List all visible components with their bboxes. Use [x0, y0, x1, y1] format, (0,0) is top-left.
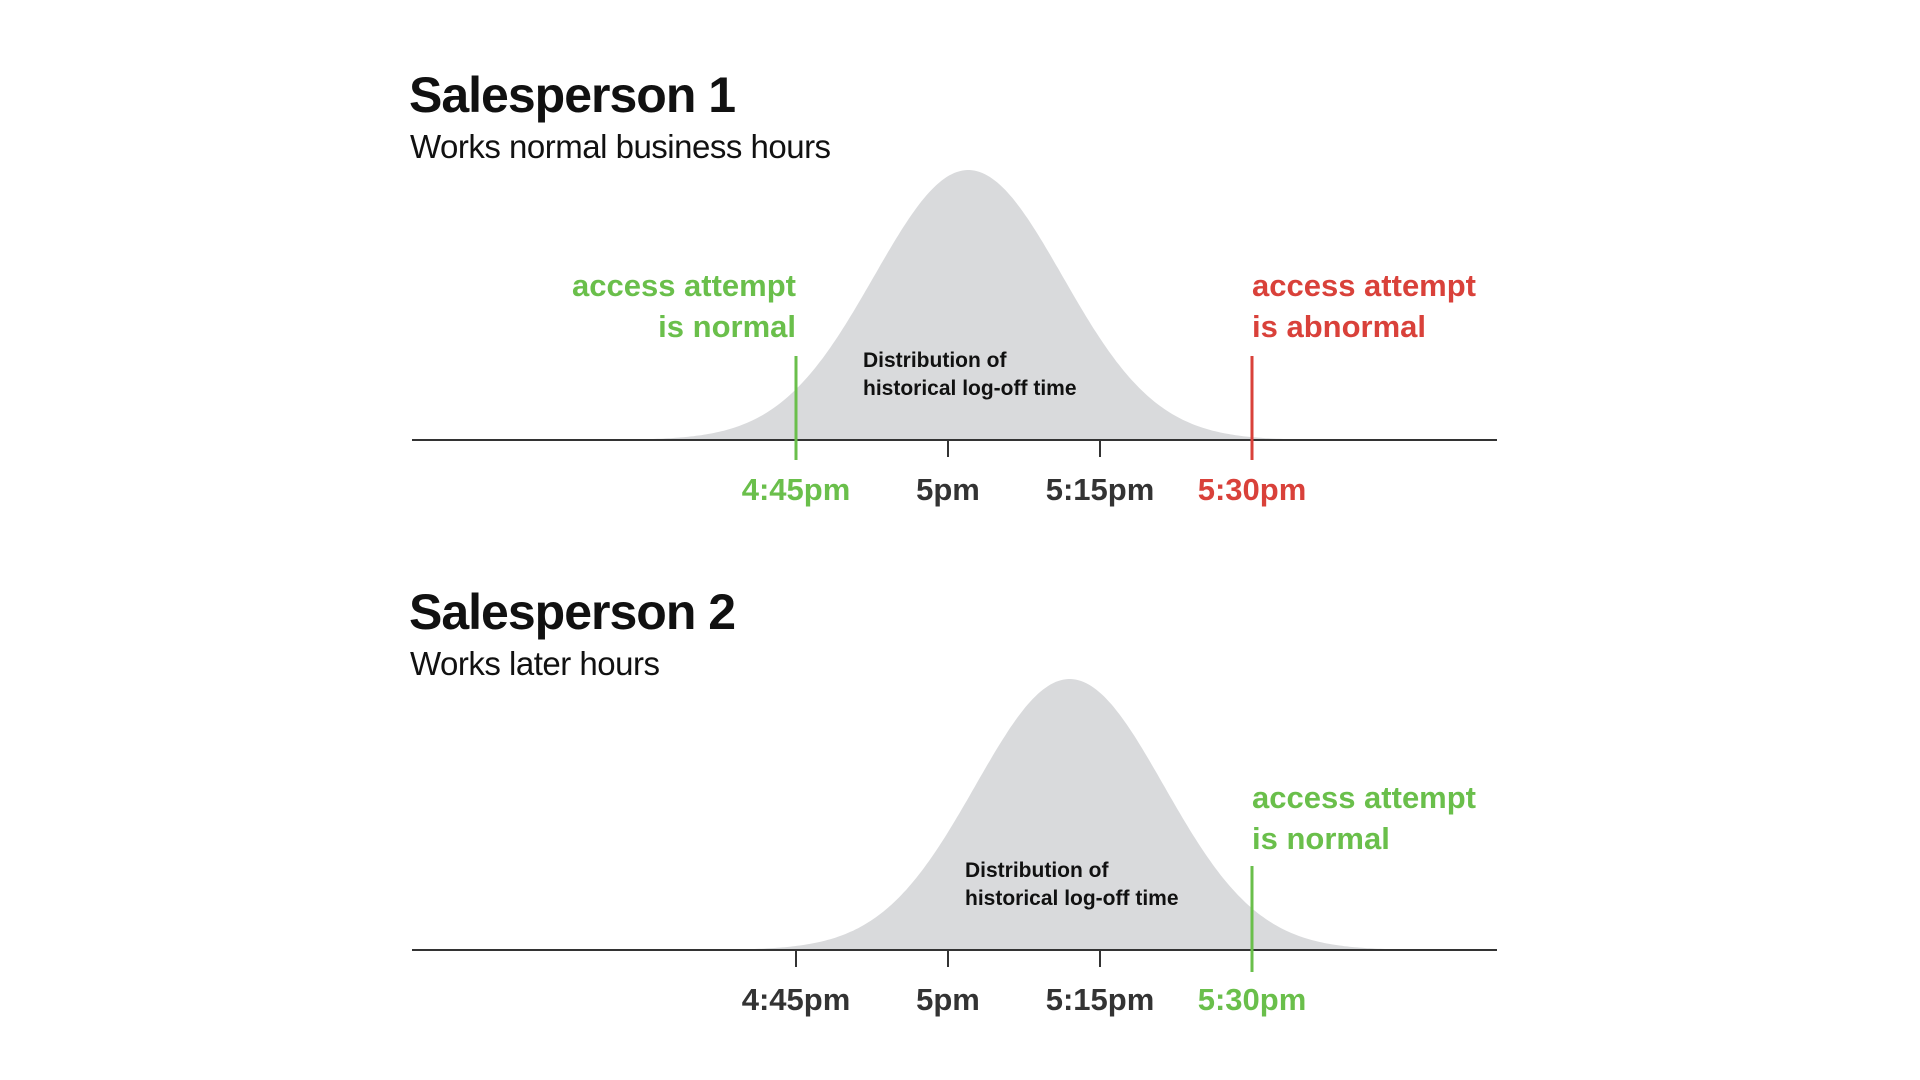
- curve-label-line-2: historical log-off time: [863, 377, 1077, 400]
- distribution-curve: [749, 679, 1388, 950]
- panel-1-chart: Distribution of historical log-off time 4:…: [412, 170, 1497, 507]
- access-attempt-label-line-1: access attempt: [1252, 780, 1476, 815]
- tick-label: 4:45pm: [742, 982, 851, 1017]
- curve-label-line-1: Distribution of: [863, 349, 1007, 372]
- panel-2-title: Salesperson 2: [409, 584, 736, 640]
- curve-label-line-1: Distribution of: [965, 859, 1109, 882]
- tick-label: 5:15pm: [1046, 472, 1155, 507]
- curve-label-line-2: historical log-off time: [965, 887, 1179, 910]
- access-attempt-label-line-1: access attempt: [1252, 268, 1476, 303]
- tick-label: 5pm: [916, 472, 980, 507]
- panel-2-chart: Distribution of historical log-off time 4:…: [412, 679, 1497, 1017]
- tick-label: 5:30pm: [1198, 472, 1307, 507]
- access-attempt-label-line-2: is abnormal: [1252, 309, 1426, 344]
- panel-2-subtitle: Works later hours: [410, 645, 660, 682]
- tick-label: 5pm: [916, 982, 980, 1017]
- access-attempt-label-line-1: access attempt: [572, 268, 796, 303]
- distribution-curve: [647, 170, 1287, 440]
- panel-1-subtitle: Works normal business hours: [410, 128, 831, 165]
- access-attempt-label-line-2: is normal: [658, 309, 796, 344]
- tick-label: 5:30pm: [1198, 982, 1307, 1017]
- tick-label: 4:45pm: [742, 472, 851, 507]
- panel-1-title: Salesperson 1: [409, 67, 736, 123]
- access-attempt-label-line-2: is normal: [1252, 821, 1390, 856]
- tick-label: 5:15pm: [1046, 982, 1155, 1017]
